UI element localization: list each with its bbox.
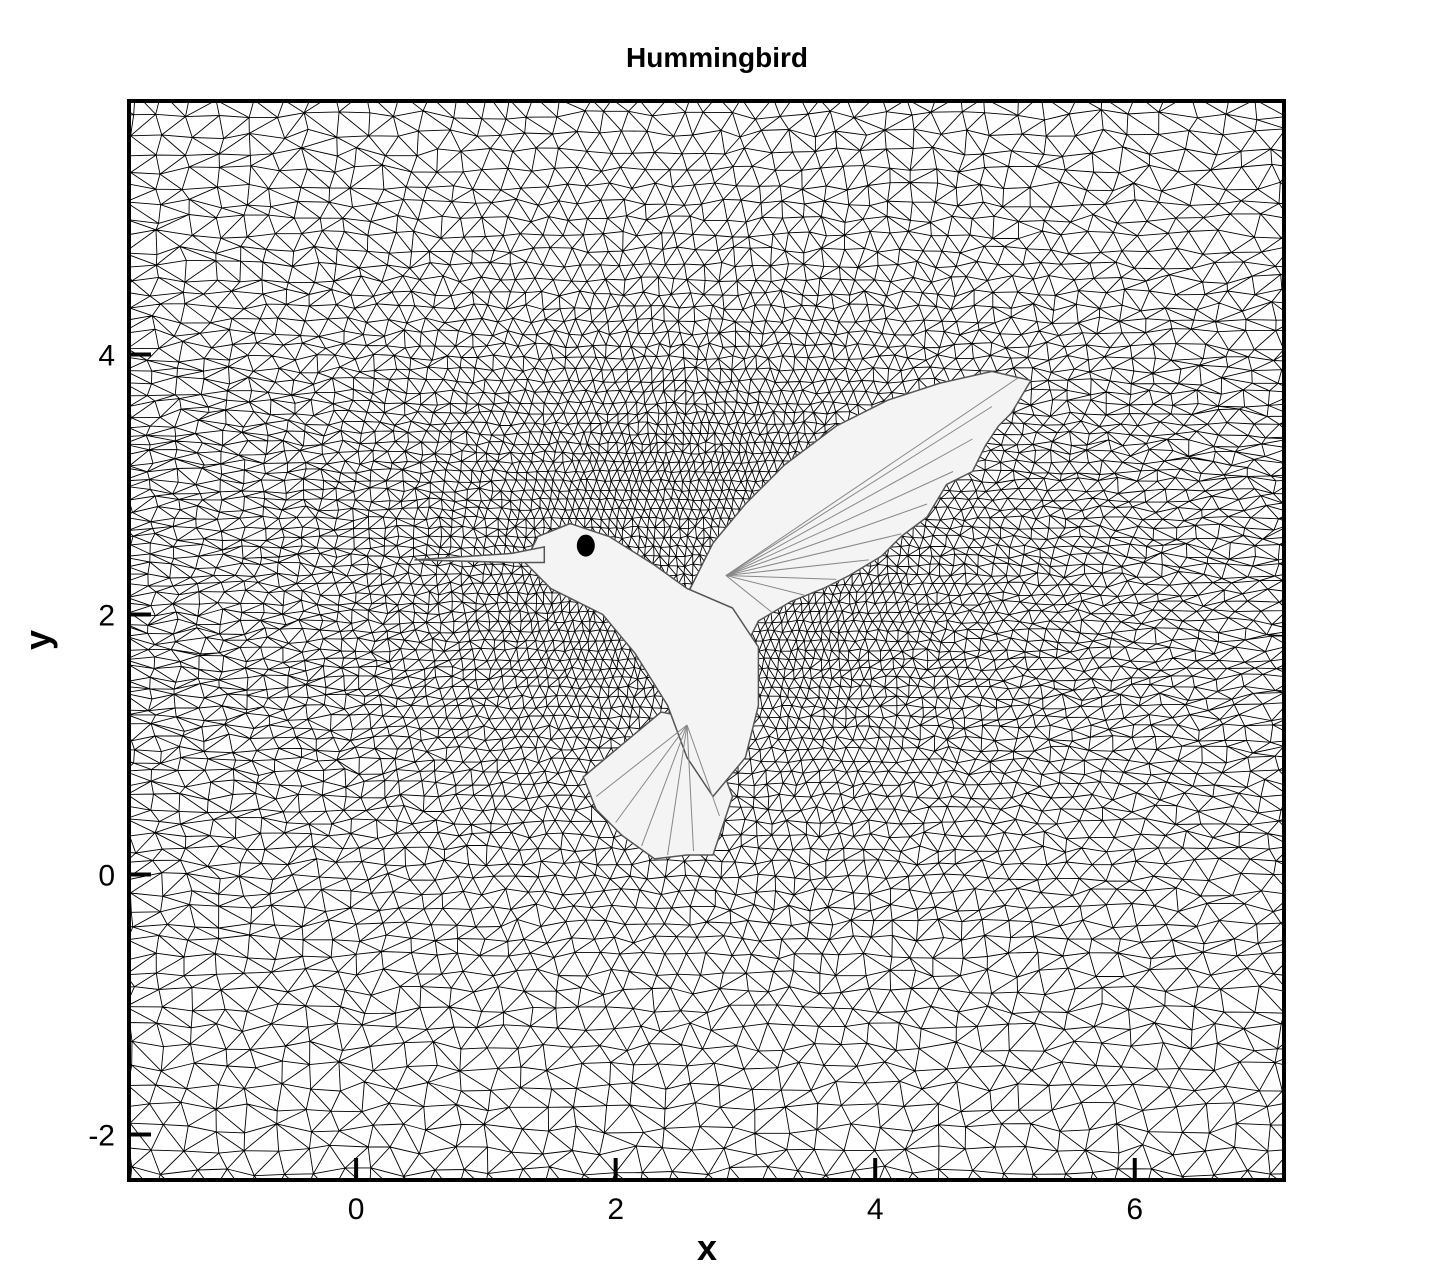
tail-feather-line: [595, 724, 688, 797]
wing-feather-line: [725, 406, 993, 576]
hummingbird-body: [523, 522, 760, 798]
x-tick-label: 0: [348, 1193, 365, 1226]
y-tick-label: -2: [88, 1120, 115, 1153]
tail-feather-line: [686, 724, 695, 852]
x-axis-title: x: [697, 1227, 717, 1268]
y-tick-label: 4: [98, 340, 115, 373]
hummingbird-image: [414, 370, 1033, 860]
hummingbird-beak: [414, 545, 546, 564]
wing-feather-line: [725, 575, 837, 580]
wing-feather-line: [725, 377, 1019, 576]
wing-feather-line: [725, 503, 928, 576]
hummingbird-eye: [576, 534, 595, 557]
x-tick-label: 4: [867, 1193, 884, 1226]
tail-feather-line: [667, 724, 688, 856]
x-tick-label: 2: [607, 1193, 624, 1226]
wing-feather-line: [725, 575, 772, 613]
y-tick-label: 2: [98, 600, 115, 633]
hummingbird-wing: [686, 370, 1033, 648]
chart-title: Hummingbird: [626, 42, 808, 73]
axis-ticks: 0 2 4 6 -2 0 2 4: [88, 340, 1143, 1227]
wing-feather-line: [725, 575, 804, 596]
wing-feather-line: [725, 471, 954, 576]
wing-feather-line: [725, 559, 869, 576]
tail-feather-line: [615, 724, 688, 823]
x-tick-label: 6: [1126, 1193, 1143, 1226]
wing-feather-line: [725, 533, 902, 576]
y-axis-title: y: [17, 630, 58, 650]
y-tick-label: 0: [98, 860, 115, 893]
plot-frame: [127, 99, 1286, 1182]
tail-feather-line: [641, 724, 688, 847]
wing-feather-line: [725, 438, 973, 576]
tail-feather-line: [686, 724, 720, 817]
